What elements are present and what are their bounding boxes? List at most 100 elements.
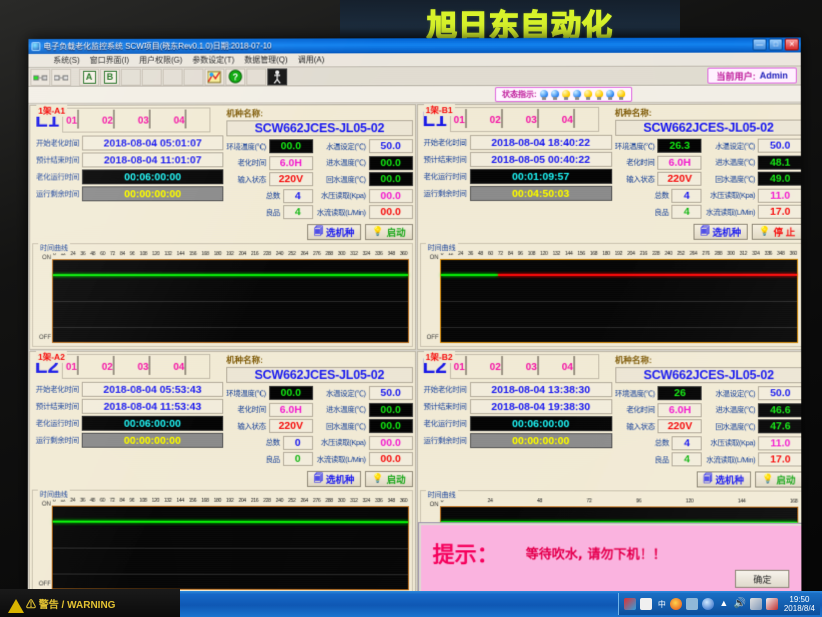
start-button-a1[interactable]: 💡 启动: [365, 223, 413, 240]
slot-b1-03[interactable]: 03: [526, 108, 559, 128]
label-input-a2: 输入状态: [237, 421, 266, 431]
tray-browser-icon[interactable]: [669, 598, 682, 610]
dialog-ok-button[interactable]: 确定: [735, 569, 790, 588]
toolbar-blank-3[interactable]: [162, 68, 183, 86]
value-water-flow-b2: 17.0: [758, 452, 802, 467]
current-user-value: Admin: [759, 70, 788, 81]
label-run-time-a2: 老化运行时间: [35, 418, 79, 428]
stop-label-b1: 停 止: [773, 227, 796, 239]
menu-item-data[interactable]: 数据管理(Q): [244, 55, 288, 65]
slot-b1-04[interactable]: 04: [562, 108, 595, 128]
status-bulb-6[interactable]: [594, 89, 603, 100]
svg-text:?: ?: [233, 72, 238, 82]
value-run-time-a2: 00:06:00:00: [81, 415, 224, 431]
label-water-set-b2: 水温设定(℃): [715, 388, 756, 398]
status-bulb-1[interactable]: [539, 89, 548, 100]
minimize-button[interactable]: —: [752, 38, 767, 51]
slot-a2-03-indicator: [148, 355, 151, 375]
toolbar-report-icon[interactable]: [204, 68, 225, 86]
menu-item-params[interactable]: 参数设定(T): [192, 55, 235, 65]
toolbar-help-icon[interactable]: ?: [225, 68, 246, 86]
tray-update-icon[interactable]: [701, 598, 714, 610]
menu-item-system[interactable]: 系统(S): [53, 55, 80, 65]
panel-title-a2: 1架-A2: [36, 350, 67, 363]
tray-monitor-icon[interactable]: [749, 598, 762, 610]
value-water-press-a1: 00.0: [368, 188, 413, 203]
label-start-time-b1: 开始老化时间: [423, 138, 467, 148]
label-total-b1: 总数: [654, 190, 669, 200]
slot-a1-01[interactable]: 01: [66, 109, 99, 129]
chart-a1-plot[interactable]: [51, 258, 409, 344]
slot-b1-01[interactable]: 01: [454, 109, 487, 129]
label-water-back-b1: 回水温度(℃): [715, 174, 755, 184]
monitor-screen: 电子负载老化监控系统 SCW项目(晓东Rev0.1.0)日期:2018-07-1…: [27, 37, 802, 600]
value-remain-time-a1: 00:00:00:00: [81, 186, 224, 202]
toolbar-connect-icon[interactable]: [30, 68, 51, 86]
tray-sogou-icon[interactable]: [639, 598, 652, 610]
toolbar-blank-2[interactable]: [141, 68, 162, 86]
machine-panel-b1: 1架-B1 L1 01: [416, 103, 802, 351]
menu-item-permission[interactable]: 用户权限(G): [139, 55, 183, 65]
slot-a1-03[interactable]: 03: [138, 109, 171, 129]
slot-b2-01[interactable]: 01: [454, 356, 487, 376]
select-model-button-a2[interactable]: 🗐 选机种: [306, 470, 362, 487]
toolbar-blank-5[interactable]: [246, 67, 267, 85]
select-model-button-b1[interactable]: 🗐 选机种: [693, 223, 749, 240]
slot-a1-04[interactable]: 04: [174, 109, 207, 129]
maximize-button[interactable]: □: [768, 38, 783, 51]
dialog-title: 提示：: [432, 543, 499, 569]
label-good-b1: 良品: [654, 207, 669, 217]
select-model-button-b2[interactable]: 🗐 选机种: [696, 470, 752, 488]
stop-button-b1[interactable]: 💡 停 止: [752, 223, 802, 240]
toolbar-disconnect-icon[interactable]: [51, 68, 72, 86]
toolbar-blank-4[interactable]: [183, 68, 204, 86]
tray-security-icon[interactable]: [765, 598, 778, 610]
chart-a2-plot[interactable]: [51, 505, 409, 591]
slot-a1-02[interactable]: 02: [102, 109, 135, 129]
status-bulb-3[interactable]: [561, 89, 570, 100]
value-end-time-a1: 2018-08-04 11:01:07: [82, 152, 224, 168]
slot-b2-02[interactable]: 02: [490, 356, 523, 376]
chart-a2-trace-green: [52, 520, 408, 524]
tray-network-icon[interactable]: [685, 598, 698, 610]
start-label-b2: 启动: [776, 474, 796, 487]
panel-title-a1: 1架-A1: [36, 104, 68, 117]
slot-a2-03[interactable]: 03: [138, 355, 171, 375]
ime-indicator[interactable]: 中: [657, 599, 666, 609]
toolbar-line-b-button[interactable]: B: [99, 68, 120, 86]
tray-volume-icon[interactable]: 🔊: [733, 598, 747, 609]
toolbar-line-a-button[interactable]: A: [79, 68, 100, 86]
menu-item-about[interactable]: 调用(A): [297, 55, 325, 65]
menu-item-window[interactable]: 窗口界面(I): [89, 55, 130, 65]
slot-b2-04[interactable]: 04: [562, 356, 595, 376]
toolbar-exit-icon[interactable]: [267, 67, 288, 85]
toolbar-blank-1[interactable]: [120, 68, 141, 86]
value-run-time-b1: 00:01:09:57: [469, 168, 612, 185]
value-water-in-a1: 00.0: [368, 155, 413, 170]
tray-expand-icon[interactable]: ▲: [719, 598, 729, 608]
slot-b2-03[interactable]: 03: [526, 356, 559, 376]
tray-app-icon[interactable]: [623, 598, 636, 610]
start-button-b2[interactable]: 💡 启动: [755, 470, 802, 488]
start-button-a2[interactable]: 💡 启动: [365, 470, 413, 487]
status-bulb-5[interactable]: [583, 89, 592, 100]
slot-a2-02-indicator: [112, 355, 115, 375]
slot-b1-02[interactable]: 02: [490, 108, 523, 128]
status-bulb-8[interactable]: [616, 89, 625, 100]
chart-b1-y-off: OFF: [426, 335, 439, 342]
close-button[interactable]: ✕: [784, 38, 799, 51]
status-bulb-7[interactable]: [605, 89, 614, 100]
slot-a2-01[interactable]: 01: [66, 355, 99, 375]
value-water-press-a2: 00.0: [368, 435, 413, 450]
label-water-flow-b1: 水流读取(L/Min): [705, 207, 756, 217]
status-bulb-4[interactable]: [572, 89, 581, 100]
select-model-button-a1[interactable]: 🗐 选机种: [307, 223, 362, 240]
slot-a2-04[interactable]: 04: [173, 355, 206, 375]
taskbar-clock[interactable]: 19:50 2018/8/4: [782, 595, 815, 613]
status-indicator-row: 状态指示:: [28, 85, 801, 104]
chart-b1-plot[interactable]: [439, 258, 799, 344]
label-end-time-a2: 预计结束时间: [35, 401, 79, 411]
status-bulb-2[interactable]: [550, 89, 559, 100]
line-b-label: B: [103, 70, 117, 84]
slot-a2-02[interactable]: 02: [102, 355, 135, 375]
